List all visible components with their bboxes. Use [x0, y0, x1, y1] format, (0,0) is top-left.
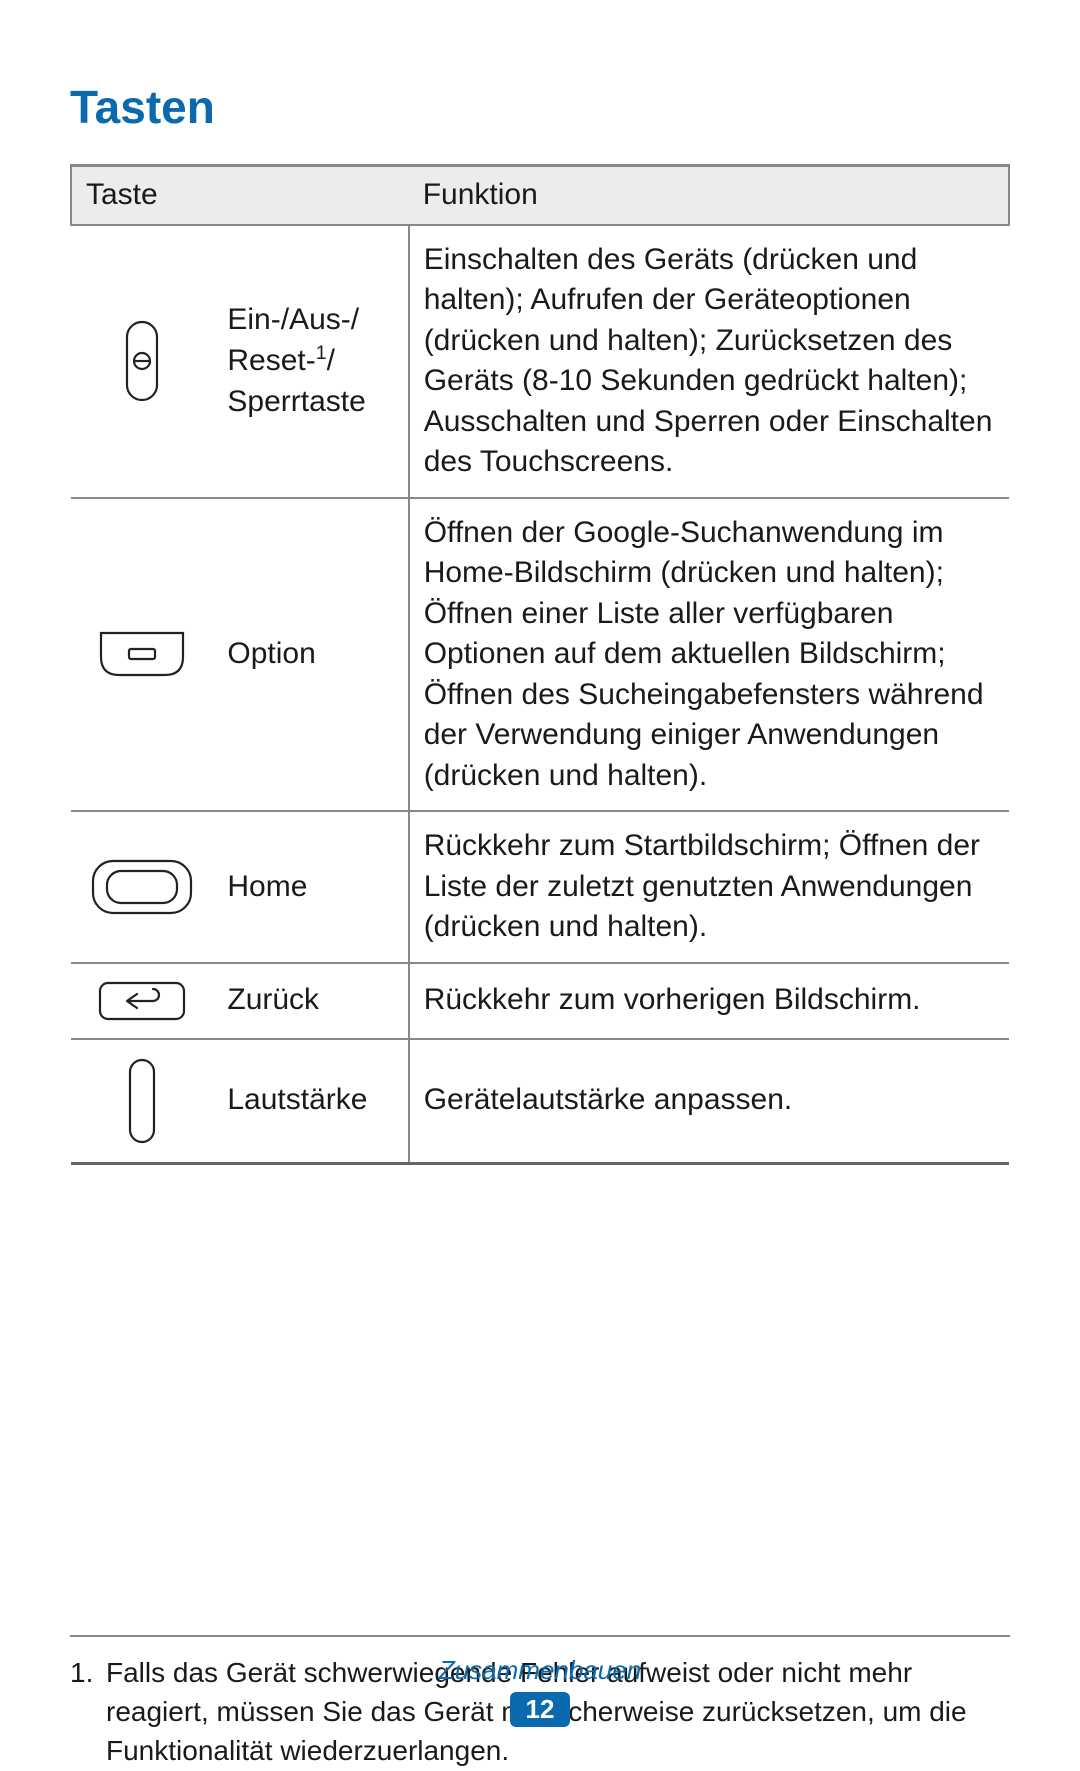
power-icon: [71, 225, 213, 498]
keys-table: Taste Funktion Ein-/Aus-/Reset-1/Sperrta…: [70, 164, 1010, 1165]
option-icon: [71, 498, 213, 812]
key-function: Gerätelautstärke anpassen.: [409, 1039, 1009, 1164]
key-label: Option: [213, 498, 408, 812]
table-row: OptionÖffnen der Google-Suchanwendung im…: [71, 498, 1009, 812]
key-function: Rückkehr zum Startbildschirm; Öffnen der…: [409, 811, 1009, 963]
key-function: Rückkehr zum vorherigen Bildschirm.: [409, 963, 1009, 1039]
table-row: HomeRückkehr zum Startbildschirm; Öffnen…: [71, 811, 1009, 963]
footnote-separator: [70, 1635, 1010, 1637]
volume-icon: [71, 1039, 213, 1164]
key-function: Öffnen der Google-Suchanwendung im Home-…: [409, 498, 1009, 812]
table-row: LautstärkeGerätelautstärke anpassen.: [71, 1039, 1009, 1164]
key-function: Einschalten des Geräts (drücken und halt…: [409, 225, 1009, 498]
section-name: Zusammenbauen: [0, 1655, 1080, 1686]
page-number-badge: 12: [510, 1692, 570, 1727]
table-header-taste: Taste: [71, 166, 409, 225]
key-label: Ein-/Aus-/Reset-1/Sperrtaste: [213, 225, 408, 498]
key-label: Zurück: [213, 963, 408, 1039]
page-title: Tasten: [70, 80, 1010, 134]
key-label: Home: [213, 811, 408, 963]
key-label: Lautstärke: [213, 1039, 408, 1164]
table-header-funktion: Funktion: [409, 166, 1009, 225]
table-row: Ein-/Aus-/Reset-1/SperrtasteEinschalten …: [71, 225, 1009, 498]
home-icon: [71, 811, 213, 963]
table-row: ZurückRückkehr zum vorherigen Bildschirm…: [71, 963, 1009, 1039]
back-icon: [71, 963, 213, 1039]
